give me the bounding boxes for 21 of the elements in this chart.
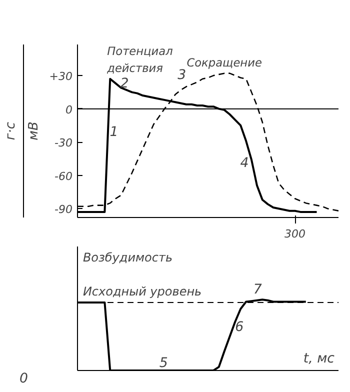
series-label: Потенциал действия: [106, 44, 173, 75]
text: 7: [253, 282, 262, 298]
annotation: 5: [159, 356, 168, 371]
y-tick-label: +30: [49, 70, 73, 84]
x-tick-label: 300: [284, 228, 306, 240]
y2-axis-title: г·с: [4, 122, 18, 140]
annotation: 1: [110, 125, 118, 140]
ref-line-label: Исходный уровень: [82, 284, 202, 298]
series-label: Сокращение: [186, 55, 262, 70]
y-tick-label: -60: [54, 170, 72, 183]
text: 0: [20, 372, 28, 386]
y-tick-label: 0: [66, 103, 72, 116]
annotation: 6: [235, 320, 244, 335]
x-axis-title: t, мс: [303, 352, 336, 366]
annotation: 4: [240, 156, 249, 172]
annotation: 2: [120, 76, 129, 92]
annotation: 3: [178, 68, 186, 83]
y-axis-title: мВ: [26, 122, 42, 140]
y-tick-label: -90: [54, 203, 72, 216]
chart-title: Возбудимость: [82, 250, 173, 264]
y-tick-label: -30: [54, 136, 72, 150]
